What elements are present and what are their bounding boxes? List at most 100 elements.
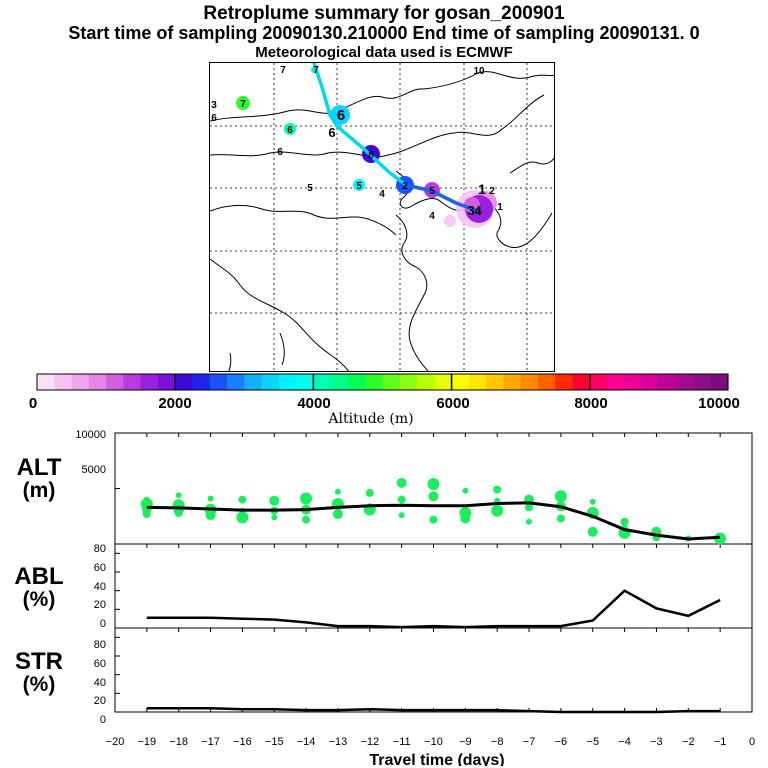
alt-ytick-label: 5000: [82, 464, 106, 476]
map-point-label: 1: [497, 202, 503, 213]
alt-particle-point: [334, 488, 341, 495]
alt-mean-path: [146, 501, 721, 541]
alt-particle-point: [589, 498, 596, 505]
abl-ytick-label: 20: [94, 599, 106, 611]
colorbar-cell: [572, 374, 591, 390]
colorbar-cell: [330, 374, 349, 390]
alt-particle-point: [398, 512, 405, 519]
colorbar-cell: [296, 374, 315, 390]
map-point-label: 4: [429, 211, 435, 222]
map-point-label: 6: [328, 125, 335, 140]
x-tick-label: −13: [329, 736, 348, 748]
colorbar-cell: [676, 374, 695, 390]
x-tick-label: −6: [555, 736, 568, 748]
colorbar-cell: [157, 374, 176, 390]
colorbar-title: Altitude (m): [327, 411, 413, 427]
abl-line: [146, 589, 721, 629]
map-point-label: 8: [368, 150, 374, 161]
alt-mean-line: [146, 501, 721, 541]
x-tick-label: −7: [523, 736, 536, 748]
colorbar-ticks: [174, 374, 591, 390]
alt-particle-point: [491, 504, 504, 517]
map-particle-markers: [236, 67, 493, 223]
alt-particle-point: [428, 491, 439, 502]
colorbar-cell: [227, 374, 245, 390]
alt-particle-point: [526, 518, 532, 525]
x-tick-label: −15: [265, 736, 284, 748]
x-tick-label: −16: [233, 736, 252, 748]
colorbar-cell: [468, 374, 487, 390]
x-tick-label: −3: [650, 736, 663, 748]
str-ytick-label: 0: [100, 714, 106, 726]
colorbar-cell: [589, 374, 608, 390]
colorbar-cell: [192, 374, 211, 390]
sampling-times: Start time of sampling 20090130.210000 E…: [68, 23, 700, 43]
map-point-label: 6: [277, 147, 283, 158]
colorbar-cell: [710, 374, 729, 390]
map-coastlines: [210, 71, 554, 371]
colorbar-cell: [399, 374, 418, 390]
colorbar-cell: [693, 374, 712, 390]
alt-particle-point: [554, 490, 567, 503]
x-tick-label: −17: [201, 736, 220, 748]
alt-particle-point: [300, 492, 313, 505]
colorbar-cell: [244, 374, 263, 390]
x-tick-label: −4: [618, 736, 631, 748]
colorbar-cell: [486, 374, 505, 390]
map-point-label: 7: [240, 99, 246, 110]
alt-particle-point: [174, 508, 183, 517]
colorbar-cell: [261, 374, 280, 390]
map-point-label: 2: [489, 186, 495, 197]
alt-panel-label: ALT (m): [16, 454, 62, 503]
map-point-label: 2: [402, 181, 408, 192]
colorbar-cell: [658, 374, 677, 390]
alt-particle-point: [205, 510, 216, 521]
colorbar-cell: [607, 374, 625, 390]
colorbar-cell: [624, 374, 643, 390]
alt-particle-point: [271, 514, 278, 521]
alt-particle-point: [332, 509, 343, 519]
colorbar-cell: [88, 374, 107, 390]
colorbar-cell: [71, 374, 90, 390]
x-tick-label: −2: [682, 736, 695, 748]
alt-particle-point: [365, 488, 374, 497]
x-tick-label: −12: [360, 736, 379, 748]
colorbar-cell: [175, 374, 194, 390]
colorbar-cell: [54, 374, 73, 390]
colorbar-cell: [140, 374, 159, 390]
alt-particles: [140, 477, 727, 545]
colorbar-cell: [537, 374, 556, 390]
colorbar-cell: [451, 374, 470, 390]
str-panel-label: STR (%): [15, 648, 63, 697]
x-tick-label: −19: [137, 736, 156, 748]
str-series-line: [146, 707, 721, 714]
colorbar-tick-label: 8000: [574, 395, 607, 412]
abl-panel-frame: [114, 543, 753, 629]
alt-particle-point: [462, 487, 469, 494]
chart-title: Retroplume summary for gosan_200901: [203, 3, 565, 24]
map-point-label: 6: [337, 107, 345, 124]
trajectory-map: 7 7 10 3 7 6 6 6 6 8 5 5 5 6 4 2 4 1 4 3…: [209, 62, 555, 372]
abl-series-line: [146, 589, 721, 629]
map-point-label: 3: [467, 203, 474, 218]
colorbar-cell: [365, 374, 384, 390]
alt-particle-point: [396, 477, 407, 488]
x-tick-label: −10: [424, 736, 443, 748]
colorbar-tick-label: 10000: [698, 395, 740, 412]
time-series-panels: 5000 10000 0 20 40 60 80 0 20 40 60 80 −…: [75, 430, 755, 766]
map-point-label: 7: [280, 65, 286, 76]
x-tick-label: −20: [106, 736, 125, 748]
x-tick-label: −11: [393, 736, 411, 748]
x-tick-label: 0: [749, 736, 755, 748]
map-point-label: 5: [356, 181, 362, 192]
abl-ytick-label: 40: [94, 581, 106, 593]
colorbar-tick-label: 6000: [436, 395, 469, 412]
colorbar-cell: [347, 374, 366, 390]
colorbar-tick-label: 2000: [158, 395, 191, 412]
map-point-label: 5: [429, 186, 435, 197]
map-graticule: [210, 63, 554, 371]
meteo-source: Meteorological data used is ECMWF: [255, 44, 513, 61]
abl-ytick-label: 80: [94, 543, 106, 555]
str-ytick-label: 80: [94, 639, 106, 651]
colorbar-cell: [209, 374, 228, 390]
